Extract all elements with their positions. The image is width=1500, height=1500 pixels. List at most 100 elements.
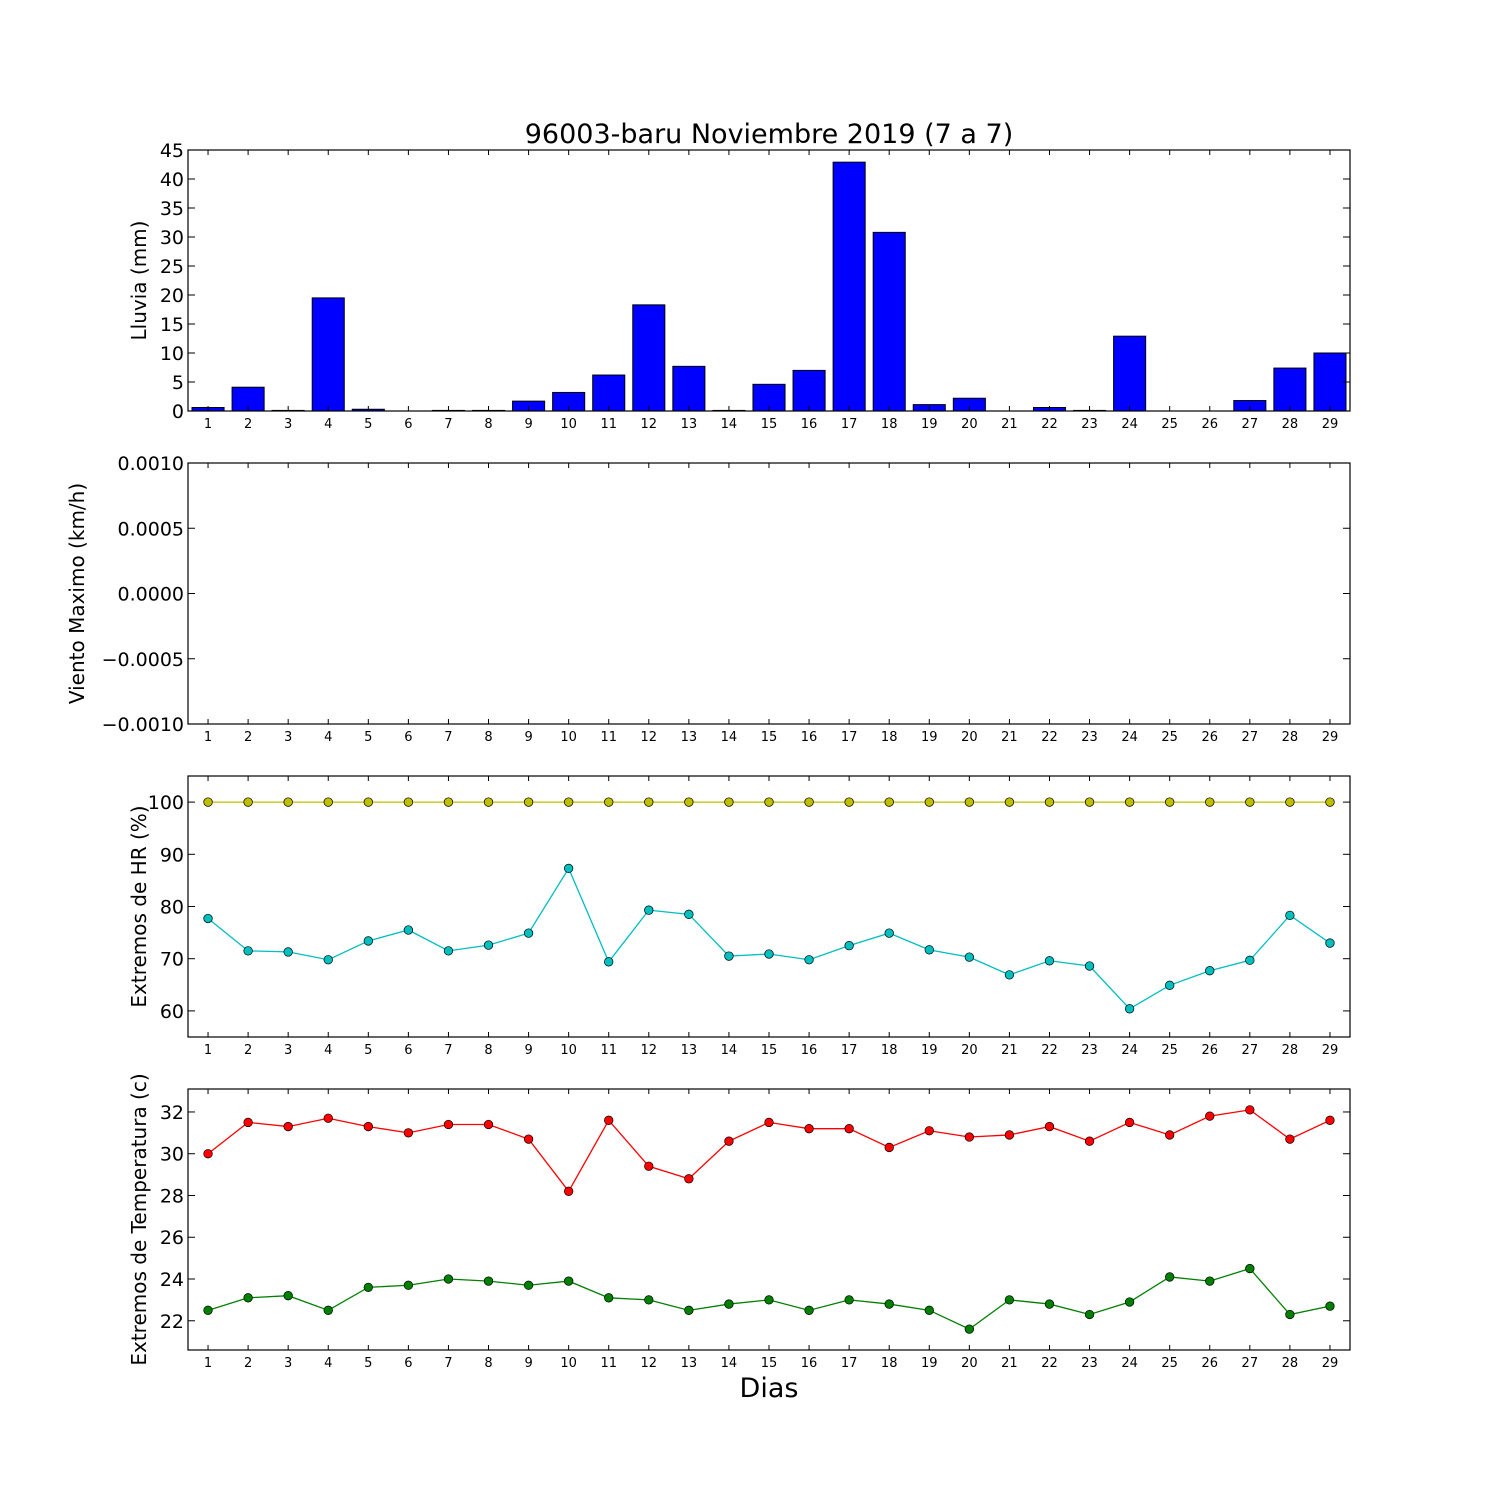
- humidity-series-1-point-day-17: [844, 941, 854, 951]
- temperature-series-0-point-day-2: [243, 1117, 253, 1128]
- humidity-series-1-point-day-6: [403, 925, 414, 935]
- humidity-xtick-label: 8: [484, 1043, 492, 1058]
- rainfall-xtick-label: 25: [1161, 417, 1178, 432]
- temperature-series-1-point-day-6: [403, 1280, 414, 1290]
- temperature-series-0-point-day-22: [1044, 1121, 1055, 1132]
- rainfall-xtick-label: 16: [801, 417, 818, 432]
- rainfall-xtick-label: 26: [1201, 417, 1218, 432]
- temperature-series-1-point-day-8: [483, 1276, 494, 1286]
- rainfall-bar-day-13: [672, 365, 706, 412]
- wind-xtick-label: 15: [761, 730, 778, 745]
- rainfall-bar-day-17: [832, 161, 866, 412]
- humidity-series-0-point-day-26: [1205, 797, 1215, 807]
- humidity-series-1-point-day-20: [964, 952, 974, 962]
- humidity-xtick-label: 26: [1201, 1043, 1218, 1058]
- wind-xtick-label: 12: [641, 730, 658, 745]
- rainfall-xtick-label: 12: [641, 417, 658, 432]
- temperature-series-1-point-day-25: [1165, 1272, 1175, 1282]
- temperature-series-0-point-day-23: [1084, 1136, 1095, 1146]
- humidity-series-1-point-day-13: [684, 909, 694, 919]
- temperature-xtick-label: 17: [841, 1356, 858, 1371]
- wind-xtick-label: 4: [324, 730, 332, 745]
- rainfall-xtick-label: 27: [1242, 417, 1259, 432]
- humidity-series-1-point-day-14: [724, 951, 734, 961]
- temperature-series-1-point-day-1: [203, 1305, 213, 1315]
- rainfall-ytick-label: 30: [160, 227, 184, 249]
- humidity-ytick-label: 70: [160, 949, 184, 971]
- humidity-series-1-point-day-4: [323, 955, 333, 965]
- temperature-y-axis-label: Extremos de Temperatura (c): [127, 1073, 151, 1365]
- humidity-xtick-label: 7: [444, 1043, 452, 1058]
- humidity-series-1-point-day-21: [1004, 970, 1015, 980]
- wind-xtick-label: 17: [841, 730, 858, 745]
- rainfall-bar-day-12: [632, 304, 666, 412]
- temperature-xtick-label: 29: [1322, 1356, 1339, 1371]
- rainfall-ytick-label: 35: [160, 198, 184, 220]
- humidity-series-1-point-day-19: [924, 945, 934, 955]
- wind-xtick-label: 9: [524, 730, 532, 745]
- humidity-series-0-point-day-20: [964, 797, 974, 807]
- chart-title: 96003-baru Noviembre 2019 (7 a 7): [525, 119, 1014, 150]
- humidity-xtick-label: 21: [1001, 1043, 1018, 1058]
- rainfall-xtick-label: 4: [324, 417, 332, 432]
- temperature-series-1-point-day-4: [323, 1305, 333, 1315]
- wind-panel: 1 2 3 4 5 6 7 8 9 10 11 12 13 14 15 16 17 18 19 20 21 22 23 24 2…: [65, 453, 1351, 745]
- humidity-series-1-point-day-7: [443, 946, 454, 956]
- rainfall-xtick-label: 14: [721, 417, 738, 432]
- temperature-series-0-point-day-27: [1245, 1105, 1255, 1115]
- temperature-series-1-point-day-27: [1245, 1263, 1255, 1274]
- humidity-xtick-label: 14: [721, 1043, 738, 1058]
- wind-xtick-label: 18: [881, 730, 898, 745]
- temperature-xtick-label: 4: [324, 1356, 332, 1371]
- humidity-series-0-point-day-9: [523, 797, 534, 807]
- humidity-series-0-point-day-21: [1004, 797, 1015, 807]
- temperature-ytick-label: 22: [160, 1311, 184, 1333]
- humidity-series-1-point-day-24: [1124, 1004, 1135, 1014]
- humidity-y-axis-label: Extremos de HR (%): [127, 805, 151, 1007]
- wind-ytick-label: −0.0010: [102, 714, 184, 736]
- humidity-xtick-label: 19: [921, 1043, 938, 1058]
- temperature-series-1-point-day-22: [1044, 1299, 1055, 1309]
- rainfall-xtick-label: 23: [1081, 417, 1098, 432]
- humidity-ytick-label: 90: [160, 844, 184, 866]
- temperature-series-1-point-day-2: [243, 1293, 253, 1303]
- temperature-xtick-label: 23: [1081, 1356, 1098, 1371]
- rainfall-bar-day-28: [1273, 367, 1307, 412]
- wind-xtick-label: 24: [1121, 730, 1138, 745]
- humidity-series-0-point-day-18: [884, 797, 894, 807]
- temperature-xtick-label: 26: [1201, 1356, 1218, 1371]
- temperature-series-1-point-day-7: [443, 1274, 454, 1284]
- temperature-xtick-label: 7: [444, 1356, 452, 1371]
- temperature-panel: 1 2 3 4 5 6 7 8 9 10 11 12 13 14 15 16 17 18 19 20 21 22 23 24 2…: [127, 1073, 1351, 1371]
- temperature-series-1-point-day-28: [1285, 1309, 1295, 1320]
- humidity-xtick-label: 4: [324, 1043, 332, 1058]
- temperature-series-0-point-day-11: [604, 1115, 614, 1125]
- temperature-xtick-label: 28: [1282, 1356, 1299, 1371]
- humidity-series-0-point-day-3: [283, 797, 293, 807]
- rainfall-bar-day-11: [592, 374, 626, 412]
- temperature-xtick-label: 12: [641, 1356, 658, 1371]
- rainfall-xtick-label: 10: [560, 417, 577, 432]
- temperature-xtick-label: 9: [524, 1356, 532, 1371]
- humidity-xtick-label: 16: [801, 1043, 818, 1058]
- temperature-xtick-label: 24: [1121, 1356, 1138, 1371]
- rainfall-ytick-label: 0: [172, 401, 184, 423]
- temperature-series-0-point-day-24: [1124, 1117, 1135, 1128]
- temperature-series-1-point-day-20: [964, 1324, 974, 1334]
- rainfall-ytick-label: 45: [160, 140, 184, 162]
- wind-xtick-label: 19: [921, 730, 938, 745]
- temperature-series-1-point-day-14: [724, 1299, 734, 1309]
- temperature-series-1-point-day-24: [1124, 1297, 1135, 1307]
- temperature-xtick-label: 1: [204, 1356, 212, 1371]
- wind-xtick-label: 25: [1161, 730, 1178, 745]
- humidity-series-1-point-day-23: [1084, 961, 1095, 971]
- temperature-xtick-label: 19: [921, 1356, 938, 1371]
- temperature-series-0-point-day-7: [443, 1119, 454, 1130]
- humidity-series-0-point-day-12: [644, 797, 654, 807]
- humidity-series-0-point-day-7: [443, 797, 454, 807]
- temperature-series-0-point-day-8: [483, 1119, 494, 1130]
- humidity-xtick-label: 5: [364, 1043, 372, 1058]
- temperature-series-1-point-day-12: [644, 1295, 654, 1305]
- temperature-ytick-label: 28: [160, 1185, 184, 1207]
